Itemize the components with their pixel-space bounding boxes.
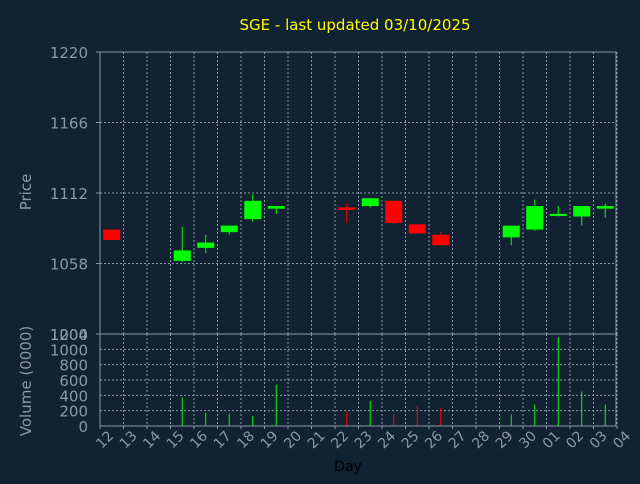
price-axis-label: Price [17,174,35,211]
candle-body [197,242,215,248]
candle-body [502,225,520,238]
x-tick-label: 20 [281,428,305,452]
x-tick-label: 21 [305,428,329,452]
candle-body [408,224,426,234]
volume-axis-label: Volume (0000) [17,326,35,436]
x-tick-label: 30 [516,428,540,452]
price-tick-label: 1112 [50,185,88,203]
x-tick-label: 04 [610,428,634,452]
x-tick-label: 25 [399,428,423,452]
volume-tick-label: 0 [78,418,88,436]
volume-tick-label: 600 [59,372,88,390]
price-tick-label: 1166 [50,115,88,133]
candle-body [103,229,121,240]
candle-body [244,200,262,220]
candle-body [526,206,544,230]
candle-body [385,200,403,224]
x-tick-label: 27 [446,428,470,452]
x-tick-label: 28 [469,428,493,452]
x-tick-label: 24 [375,428,399,452]
x-tick-label: 03 [587,428,611,452]
candles [103,194,614,263]
volume-grid [100,334,618,426]
price-tick-label: 1220 [50,44,88,62]
x-tick-label: 01 [540,428,564,452]
volume-tick-label: 200 [59,403,88,421]
volume-plot-frame [99,333,617,427]
price-grid [100,52,618,334]
candle-body [220,225,238,233]
x-tick-label: 26 [422,428,446,452]
x-tick-label: 29 [493,428,517,452]
x-tick-label: 14 [140,428,164,452]
x-tick-label: 16 [187,428,211,452]
candle-body [338,207,356,210]
volume-tick-label: 400 [59,387,88,405]
x-tick-label: 23 [352,428,376,452]
x-axis-label: Day [334,459,362,475]
chart-title: SGE - last updated 03/10/2025 [240,16,471,34]
x-tick-label: 13 [117,428,141,452]
x-tick-label: 02 [563,428,587,452]
candle-body [573,206,591,217]
candle-body [432,234,450,246]
candle-body [173,250,191,261]
x-ticks: 12 13 14 15 16 17 18 19 20 21 22 23 24 25 26 27 28 29 30 01… [93,426,634,452]
candle-body [549,213,567,216]
price-tick-label: 1004 [50,326,88,344]
x-tick-label: 15 [164,428,188,452]
x-tick-label: 12 [93,428,117,452]
volume-bars [181,337,606,426]
x-tick-label: 22 [328,428,352,452]
x-tick-label: 19 [258,428,282,452]
candle-body [596,206,614,209]
candle-body [267,206,285,209]
volume-tick-label: 800 [59,357,88,375]
x-tick-label: 17 [211,428,235,452]
candle-body [361,198,379,207]
volume-tick-label: 1200 [50,326,88,344]
x-tick-label: 18 [234,428,258,452]
price-ticks: 1004 1058 1112 1166 1220 [50,44,100,344]
volume-tick-label: 1000 [50,341,88,359]
price-tick-label: 1058 [50,256,88,274]
